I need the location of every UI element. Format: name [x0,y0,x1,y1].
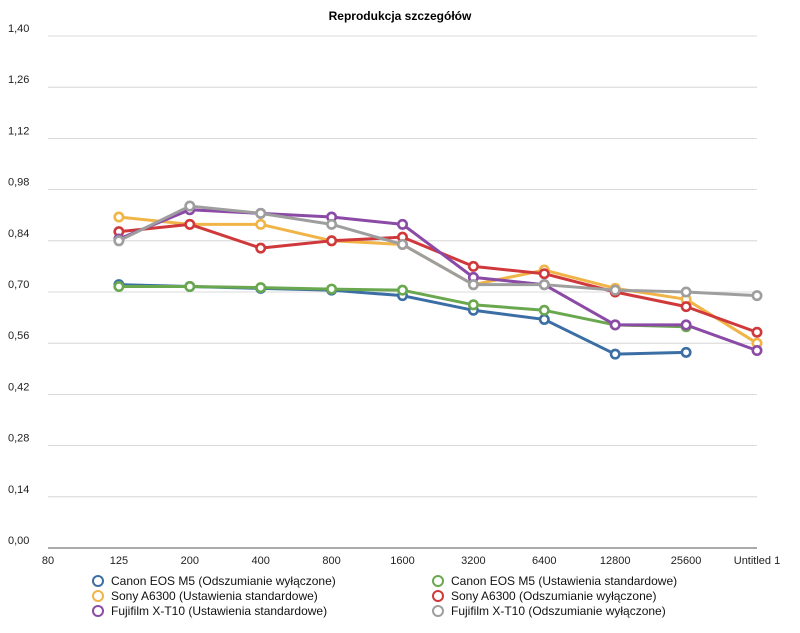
legend-item: Sony A6300 (Odszumianie wyłączone) [432,589,732,603]
legend-label: Fujifilm X-T10 (Odszumianie wyłączone) [451,604,666,618]
data-point [609,319,621,331]
data-point [680,286,692,298]
legend-item: Canon EOS M5 (Odszumianie wyłączone) [92,574,432,588]
series-2 [113,281,692,333]
y-tick-label: 1,12 [8,125,29,137]
x-tick-label: 6400 [532,555,556,567]
legend-marker-icon [92,575,104,587]
legend: Canon EOS M5 (Odszumianie wyłączone) Cano… [92,574,732,618]
y-tick-label: 0,42 [8,381,29,393]
data-point [113,211,125,223]
data-point [113,235,125,247]
series-group [113,200,763,360]
data-point [255,218,267,230]
legend-label: Sony A6300 (Odszumianie wyłączone) [451,589,657,603]
legend-label: Fujifilm X-T10 (Ustawienia standardowe) [111,604,328,618]
x-tick-label: 80 [42,555,54,567]
data-point [751,345,763,357]
series-line [117,208,759,353]
legend-item: Canon EOS M5 (Ustawienia standardowe) [432,574,732,588]
x-tick-label: 1600 [390,555,414,567]
data-point [751,326,763,338]
legend-marker-icon [432,575,444,587]
y-tick-label: 0,28 [8,433,29,445]
data-point [467,299,479,311]
data-point [609,348,621,360]
data-point [538,279,550,291]
x-tick-label: Untitled 1 [734,555,780,567]
legend-item: Fujifilm X-T10 (Odszumianie wyłączone) [432,604,732,618]
legend-item: Sony A6300 (Ustawienia standardowe) [92,589,432,603]
data-point [396,284,408,296]
data-point [680,319,692,331]
data-point [538,268,550,280]
y-tick-label: 1,40 [8,23,29,35]
y-tick-label: 0,00 [8,535,29,547]
y-tick-label: 0,84 [8,228,29,240]
series-5 [113,204,763,357]
data-point [255,207,267,219]
data-point [680,346,692,358]
legend-label: Canon EOS M5 (Ustawienia standardowe) [451,574,678,588]
legend-label: Canon EOS M5 (Odszumianie wyłączone) [111,574,336,588]
data-point [184,200,196,212]
data-point [680,301,692,313]
x-tick-label: 3200 [461,555,485,567]
y-tick-label: 0,56 [8,330,29,342]
legend-label: Sony A6300 (Ustawienia standardowe) [111,589,318,603]
series-6 [113,200,763,302]
legend-marker-icon [432,605,444,617]
x-tick-label: 12800 [600,555,631,567]
x-tick-label: 200 [181,555,199,567]
y-tick-label: 0,70 [8,279,29,291]
y-tick-label: 0,14 [8,484,29,496]
legend-marker-icon [92,605,104,617]
x-tick-label: 125 [110,555,128,567]
data-point [467,260,479,272]
data-point [255,282,267,294]
data-point [396,218,408,230]
x-axis-ticks: 80 125 200 400 800 1600 3200 6400 12800 25600 Unti… [42,555,780,567]
x-tick-label: 400 [252,555,270,567]
data-point [255,242,267,254]
series-line [117,204,759,298]
x-tick-label: 800 [322,555,340,567]
data-point [609,284,621,296]
data-point [326,218,338,230]
data-point [751,290,763,302]
x-tick-label: 25600 [671,555,702,567]
y-tick-label: 0,98 [8,177,29,189]
chart-title: Reprodukcja szczegółów [329,9,472,23]
data-point [184,281,196,293]
data-point [396,238,408,250]
y-tick-label: 1,26 [8,74,29,86]
legend-marker-icon [92,590,104,602]
data-point [538,313,550,325]
legend-item: Fujifilm X-T10 (Ustawienia standardowe) [92,604,432,618]
data-point [326,283,338,295]
data-point [326,235,338,247]
data-point [113,281,125,293]
data-point [184,218,196,230]
data-point [538,304,550,316]
data-point [467,279,479,291]
y-axis-ticks: 0,00 0,14 0,28 0,42 0,56 0,70 0,84 0,98 1,12 1,26… [8,23,29,547]
legend-marker-icon [432,590,444,602]
series-4 [113,218,763,338]
